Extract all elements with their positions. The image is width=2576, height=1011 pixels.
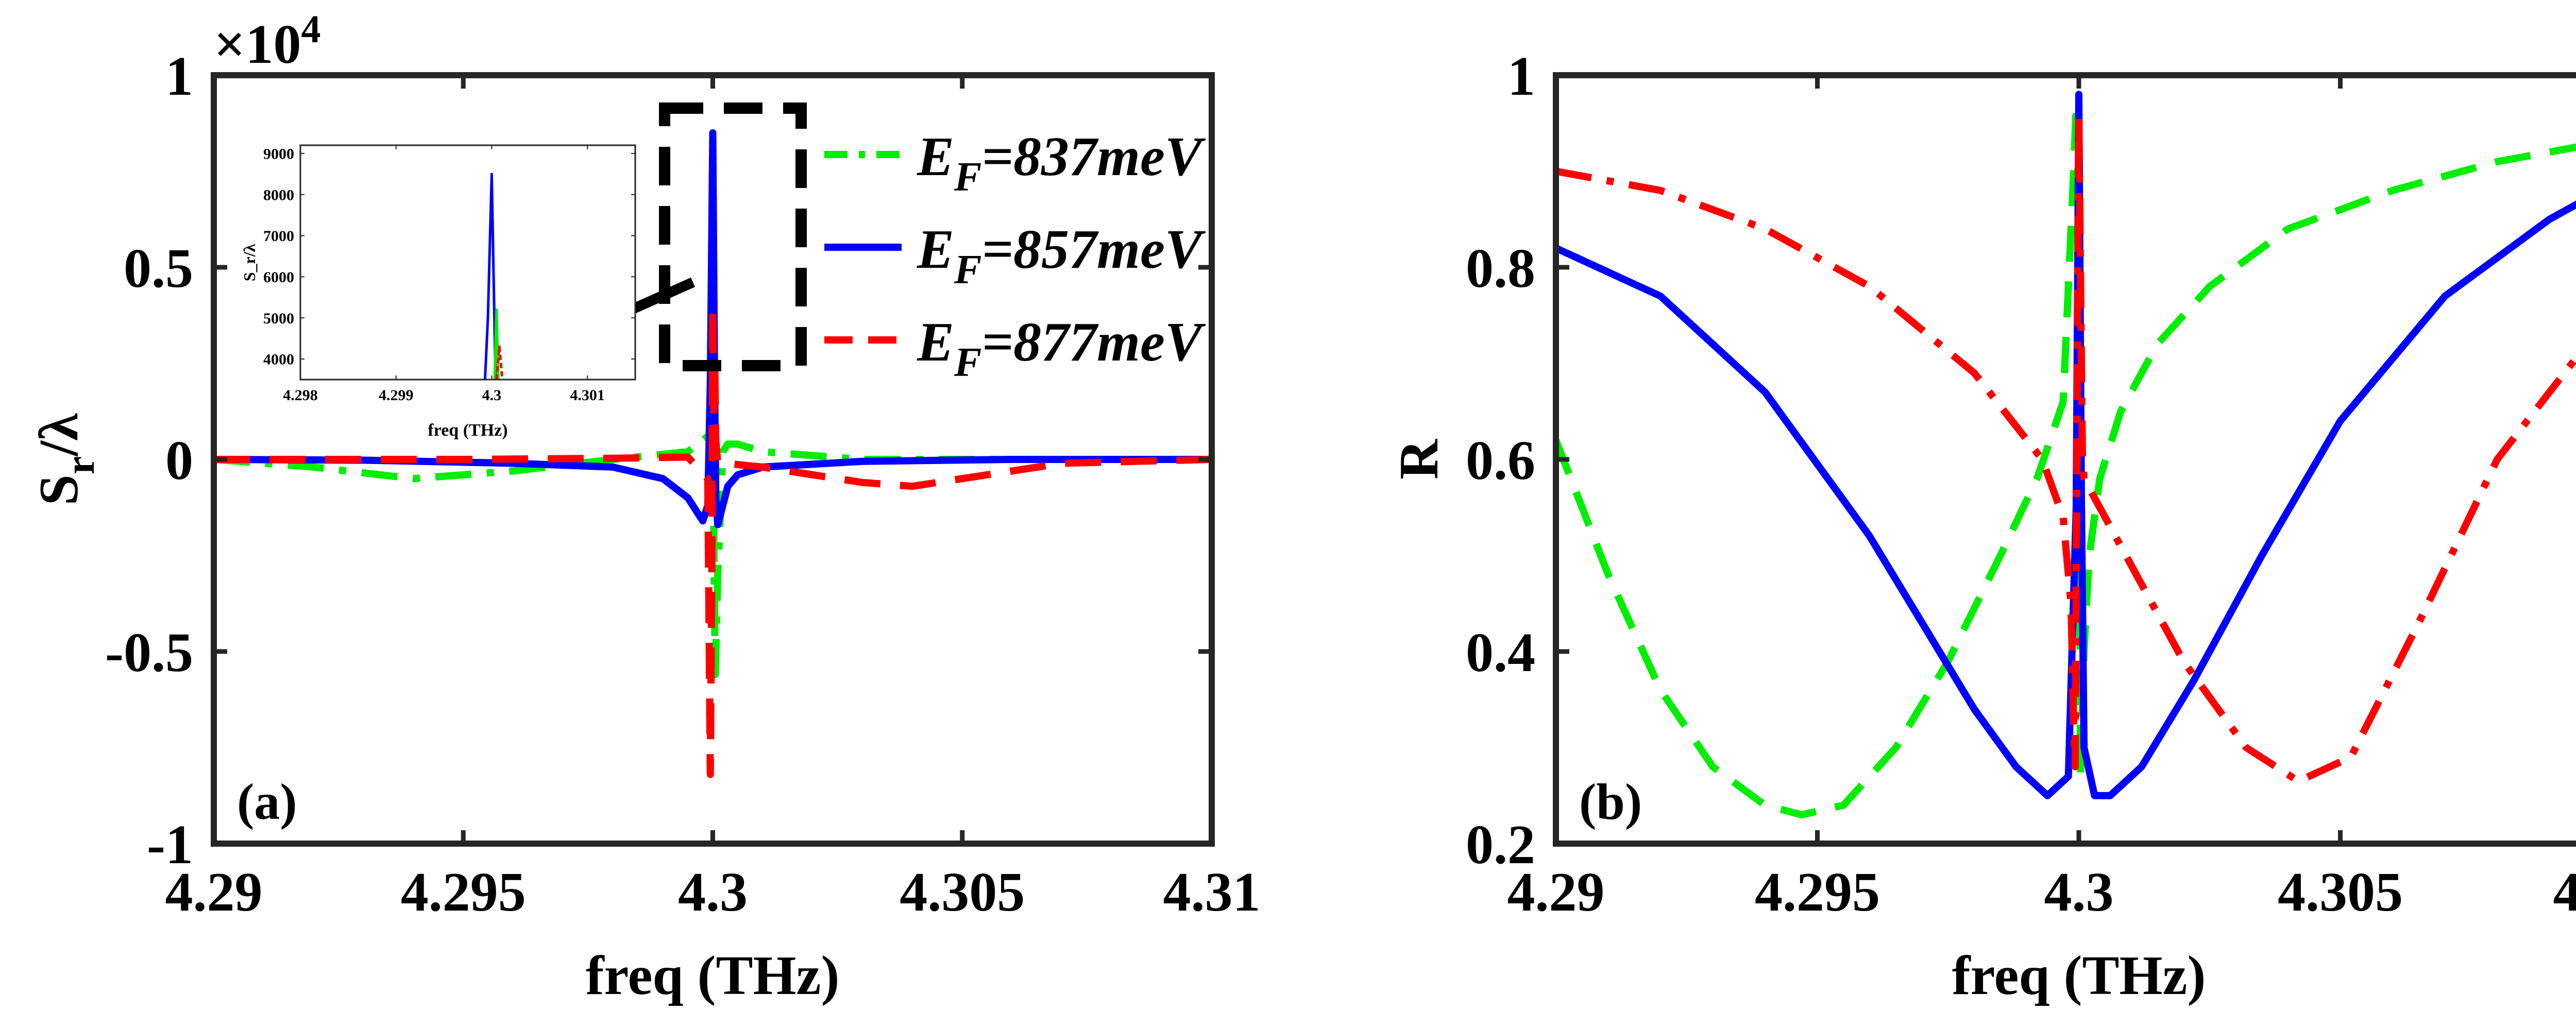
- y-tick-label: 9000: [263, 145, 294, 162]
- panel-b-y-label: R: [1388, 439, 1450, 479]
- inset-axes-box: [299, 144, 636, 381]
- panel-a-x-label: freq (THz): [586, 945, 840, 1006]
- y-tick-label: 1: [1507, 46, 1535, 107]
- y-multiplier: ×104: [214, 8, 321, 75]
- x-tick-label: 4.3: [678, 862, 748, 923]
- series-line-e-f-837mev: [1556, 100, 2576, 818]
- series-line-e-f-877mev: [1556, 110, 2576, 785]
- inset-plot-area: [483, 173, 504, 380]
- x-tick-label: 4.31: [2553, 862, 2576, 923]
- series-line-e-f-877mev: [495, 345, 504, 380]
- series-line-e-f-837mev: [214, 433, 1212, 678]
- legend-entry: EF=857meV: [917, 219, 1206, 293]
- x-tick-label: 4.3: [2044, 862, 2114, 923]
- legend: EF=837meV EF=857meV EF=877meV: [824, 126, 1206, 385]
- panel-b-axes-box: [1553, 72, 2576, 847]
- y-tick-label: 8000: [263, 186, 294, 203]
- panel-a-y-label: Sr/λ: [28, 413, 103, 506]
- series-line-e-f-857mev: [483, 173, 497, 380]
- panel-a-plot-area: [214, 129, 1212, 778]
- x-tick-label: 4.305: [2278, 862, 2403, 923]
- panel-b-label: (b): [1579, 773, 1642, 830]
- x-tick-label: 4.298: [283, 387, 318, 404]
- inset-chart: 4.298 4.299 4.3 4.301 4000 5000 6000 7000 8000 90…: [240, 126, 636, 440]
- inset-x-label: freq (THz): [428, 421, 507, 440]
- x-tick-label: 4.295: [401, 862, 526, 923]
- y-tick-label: 7000: [263, 228, 294, 245]
- y-tick-label: 0.6: [1466, 430, 1535, 491]
- panel-b: 4.29 4.295 4.3 4.305 4.31 0.2 0.4 0.6 0.8 1 freq …: [1388, 46, 2576, 1006]
- panel-a: 4.29 4.295 4.3 4.305 4.31 -1 -0.5 0 0.5 1 ×104 fr…: [28, 8, 1261, 1006]
- series-line-e-f-857mev: [1556, 91, 2576, 799]
- y-tick-label: 0.5: [124, 238, 193, 299]
- panel-a-label: (a): [237, 773, 297, 830]
- panel-b-ticks: 4.29 4.295 4.3 4.305 4.31 0.2 0.4 0.6 0.8 1: [1466, 46, 2576, 923]
- inset-y-label: S_r/λ: [240, 244, 259, 281]
- legend-entry: EF=877meV: [917, 312, 1206, 385]
- y-tick-label: 0.2: [1466, 814, 1535, 876]
- y-tick-label: 4000: [263, 351, 294, 368]
- x-tick-label: 4.299: [379, 387, 414, 404]
- series-line-e-f-877mev: [214, 302, 1212, 778]
- panel-b-x-label: freq (THz): [1952, 945, 2206, 1006]
- series-line-e-f-837mev: [493, 308, 500, 380]
- y-tick-label: 6000: [263, 269, 294, 286]
- y-tick-label: 1: [165, 46, 193, 107]
- y-tick-label: 0.8: [1466, 238, 1535, 299]
- y-tick-label: -0.5: [105, 622, 193, 683]
- zoom-region-box: [659, 102, 807, 371]
- panel-b-plot-area: [1556, 91, 2576, 818]
- x-tick-label: 4.305: [900, 862, 1025, 923]
- x-tick-label: 4.29: [165, 862, 263, 923]
- x-tick-label: 4.295: [1755, 862, 1880, 923]
- x-tick-label: 4.3: [482, 387, 502, 404]
- inset-ticks: 4.298 4.299 4.3 4.301 4000 5000 6000 7000 8000 90…: [263, 145, 635, 404]
- y-tick-label: 0: [165, 430, 193, 491]
- legend-entry: EF=837meV: [917, 126, 1206, 200]
- y-tick-label: 0.4: [1466, 622, 1535, 683]
- x-tick-label: 4.31: [1163, 862, 1261, 923]
- x-tick-label: 4.301: [570, 387, 605, 404]
- panel-a-ticks: 4.29 4.295 4.3 4.305 4.31 -1 -0.5 0 0.5 1: [105, 46, 1260, 923]
- y-tick-label: -1: [147, 814, 193, 876]
- x-tick-label: 4.29: [1507, 862, 1605, 923]
- y-tick-label: 5000: [263, 310, 294, 327]
